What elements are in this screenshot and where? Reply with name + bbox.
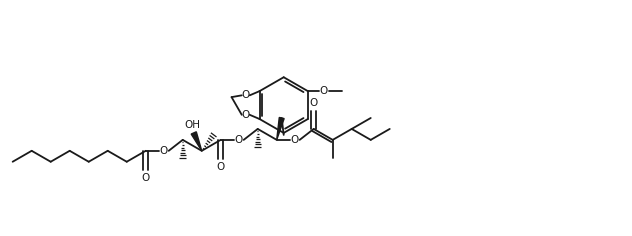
Text: OH: OH (185, 120, 201, 130)
Text: O: O (320, 86, 328, 96)
Text: O: O (142, 173, 150, 183)
Text: O: O (159, 146, 168, 156)
Polygon shape (191, 132, 202, 151)
Text: O: O (234, 135, 243, 145)
Text: O: O (241, 90, 250, 100)
Text: O: O (310, 98, 318, 108)
Text: O: O (241, 110, 250, 120)
Text: O: O (217, 162, 225, 172)
Text: O: O (291, 135, 299, 145)
Polygon shape (277, 118, 284, 140)
